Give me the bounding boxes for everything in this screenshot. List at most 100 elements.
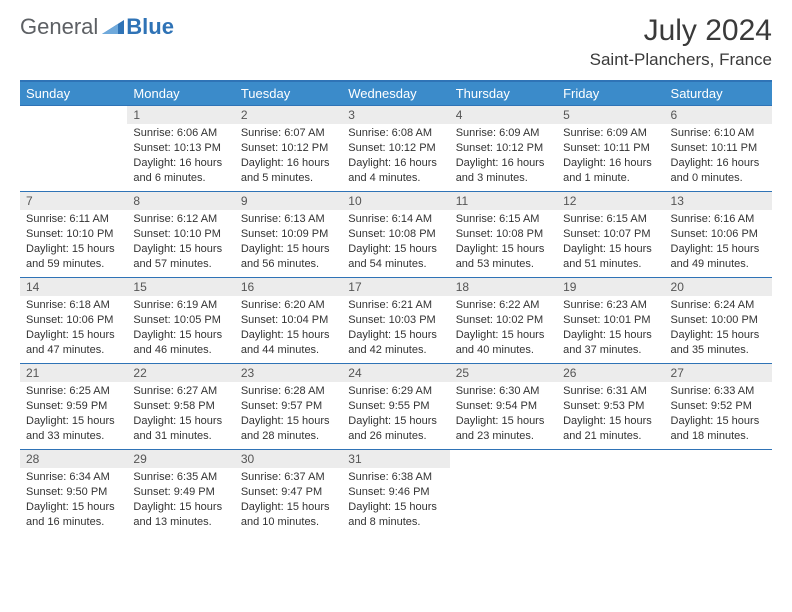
day-cell: 18Sunrise: 6:22 AMSunset: 10:02 PMDaylig… <box>450 278 557 364</box>
week-row: 21Sunrise: 6:25 AMSunset: 9:59 PMDayligh… <box>20 364 772 450</box>
day-number: 17 <box>342 278 449 296</box>
day-cell <box>20 106 127 192</box>
weekday-header: Tuesday <box>235 81 342 106</box>
day-number: 5 <box>557 106 664 124</box>
day-number: 12 <box>557 192 664 210</box>
day-cell: 8Sunrise: 6:12 AMSunset: 10:10 PMDayligh… <box>127 192 234 278</box>
day-number: 26 <box>557 364 664 382</box>
day-cell: 6Sunrise: 6:10 AMSunset: 10:11 PMDayligh… <box>665 106 772 192</box>
day-cell: 17Sunrise: 6:21 AMSunset: 10:03 PMDaylig… <box>342 278 449 364</box>
logo-text-blue: Blue <box>126 14 174 40</box>
day-number: 2 <box>235 106 342 124</box>
day-data: Sunrise: 6:12 AMSunset: 10:10 PMDaylight… <box>127 210 234 275</box>
day-cell: 27Sunrise: 6:33 AMSunset: 9:52 PMDayligh… <box>665 364 772 450</box>
day-cell: 10Sunrise: 6:14 AMSunset: 10:08 PMDaylig… <box>342 192 449 278</box>
day-number: 18 <box>450 278 557 296</box>
day-cell: 14Sunrise: 6:18 AMSunset: 10:06 PMDaylig… <box>20 278 127 364</box>
weekday-header: Wednesday <box>342 81 449 106</box>
day-data: Sunrise: 6:11 AMSunset: 10:10 PMDaylight… <box>20 210 127 275</box>
location-label: Saint-Planchers, France <box>590 50 772 70</box>
day-number: 24 <box>342 364 449 382</box>
day-data: Sunrise: 6:37 AMSunset: 9:47 PMDaylight:… <box>235 468 342 533</box>
day-number: 14 <box>20 278 127 296</box>
week-row: 1Sunrise: 6:06 AMSunset: 10:13 PMDayligh… <box>20 106 772 192</box>
day-cell: 30Sunrise: 6:37 AMSunset: 9:47 PMDayligh… <box>235 450 342 536</box>
day-data: Sunrise: 6:15 AMSunset: 10:08 PMDaylight… <box>450 210 557 275</box>
day-number: 31 <box>342 450 449 468</box>
day-cell: 11Sunrise: 6:15 AMSunset: 10:08 PMDaylig… <box>450 192 557 278</box>
day-cell: 1Sunrise: 6:06 AMSunset: 10:13 PMDayligh… <box>127 106 234 192</box>
day-data: Sunrise: 6:21 AMSunset: 10:03 PMDaylight… <box>342 296 449 361</box>
calendar-table: SundayMondayTuesdayWednesdayThursdayFrid… <box>20 80 772 536</box>
day-data: Sunrise: 6:24 AMSunset: 10:00 PMDaylight… <box>665 296 772 361</box>
logo-text-general: General <box>20 14 98 40</box>
day-data: Sunrise: 6:19 AMSunset: 10:05 PMDaylight… <box>127 296 234 361</box>
day-number: 7 <box>20 192 127 210</box>
day-cell: 4Sunrise: 6:09 AMSunset: 10:12 PMDayligh… <box>450 106 557 192</box>
day-cell: 19Sunrise: 6:23 AMSunset: 10:01 PMDaylig… <box>557 278 664 364</box>
day-data: Sunrise: 6:35 AMSunset: 9:49 PMDaylight:… <box>127 468 234 533</box>
day-number: 20 <box>665 278 772 296</box>
day-number: 30 <box>235 450 342 468</box>
week-row: 14Sunrise: 6:18 AMSunset: 10:06 PMDaylig… <box>20 278 772 364</box>
day-data: Sunrise: 6:31 AMSunset: 9:53 PMDaylight:… <box>557 382 664 447</box>
day-data: Sunrise: 6:14 AMSunset: 10:08 PMDaylight… <box>342 210 449 275</box>
weekday-header: Monday <box>127 81 234 106</box>
day-data: Sunrise: 6:08 AMSunset: 10:12 PMDaylight… <box>342 124 449 189</box>
week-row: 7Sunrise: 6:11 AMSunset: 10:10 PMDayligh… <box>20 192 772 278</box>
day-number: 25 <box>450 364 557 382</box>
day-number: 28 <box>20 450 127 468</box>
day-data: Sunrise: 6:23 AMSunset: 10:01 PMDaylight… <box>557 296 664 361</box>
logo: General Blue <box>20 14 174 40</box>
day-number: 1 <box>127 106 234 124</box>
day-cell: 2Sunrise: 6:07 AMSunset: 10:12 PMDayligh… <box>235 106 342 192</box>
day-cell: 12Sunrise: 6:15 AMSunset: 10:07 PMDaylig… <box>557 192 664 278</box>
day-cell: 31Sunrise: 6:38 AMSunset: 9:46 PMDayligh… <box>342 450 449 536</box>
day-data: Sunrise: 6:34 AMSunset: 9:50 PMDaylight:… <box>20 468 127 533</box>
day-data: Sunrise: 6:29 AMSunset: 9:55 PMDaylight:… <box>342 382 449 447</box>
day-data: Sunrise: 6:33 AMSunset: 9:52 PMDaylight:… <box>665 382 772 447</box>
weekday-header: Saturday <box>665 81 772 106</box>
day-data: Sunrise: 6:20 AMSunset: 10:04 PMDaylight… <box>235 296 342 361</box>
day-number: 10 <box>342 192 449 210</box>
weekday-header-row: SundayMondayTuesdayWednesdayThursdayFrid… <box>20 81 772 106</box>
day-data: Sunrise: 6:28 AMSunset: 9:57 PMDaylight:… <box>235 382 342 447</box>
day-data: Sunrise: 6:07 AMSunset: 10:12 PMDaylight… <box>235 124 342 189</box>
day-number: 15 <box>127 278 234 296</box>
day-cell: 24Sunrise: 6:29 AMSunset: 9:55 PMDayligh… <box>342 364 449 450</box>
day-cell: 9Sunrise: 6:13 AMSunset: 10:09 PMDayligh… <box>235 192 342 278</box>
calendar-body: 1Sunrise: 6:06 AMSunset: 10:13 PMDayligh… <box>20 106 772 536</box>
day-cell <box>450 450 557 536</box>
day-cell: 3Sunrise: 6:08 AMSunset: 10:12 PMDayligh… <box>342 106 449 192</box>
day-data: Sunrise: 6:22 AMSunset: 10:02 PMDaylight… <box>450 296 557 361</box>
day-number: 16 <box>235 278 342 296</box>
day-data: Sunrise: 6:16 AMSunset: 10:06 PMDaylight… <box>665 210 772 275</box>
day-number: 19 <box>557 278 664 296</box>
day-cell <box>557 450 664 536</box>
day-cell: 21Sunrise: 6:25 AMSunset: 9:59 PMDayligh… <box>20 364 127 450</box>
day-number: 4 <box>450 106 557 124</box>
day-cell: 20Sunrise: 6:24 AMSunset: 10:00 PMDaylig… <box>665 278 772 364</box>
title-block: July 2024 Saint-Planchers, France <box>590 14 772 70</box>
day-cell: 16Sunrise: 6:20 AMSunset: 10:04 PMDaylig… <box>235 278 342 364</box>
day-number: 9 <box>235 192 342 210</box>
day-cell: 5Sunrise: 6:09 AMSunset: 10:11 PMDayligh… <box>557 106 664 192</box>
weekday-header: Friday <box>557 81 664 106</box>
day-data: Sunrise: 6:15 AMSunset: 10:07 PMDaylight… <box>557 210 664 275</box>
day-data: Sunrise: 6:13 AMSunset: 10:09 PMDaylight… <box>235 210 342 275</box>
weekday-header: Thursday <box>450 81 557 106</box>
day-number: 13 <box>665 192 772 210</box>
day-data: Sunrise: 6:30 AMSunset: 9:54 PMDaylight:… <box>450 382 557 447</box>
header: General Blue July 2024 Saint-Planchers, … <box>20 14 772 70</box>
day-data: Sunrise: 6:18 AMSunset: 10:06 PMDaylight… <box>20 296 127 361</box>
day-cell: 25Sunrise: 6:30 AMSunset: 9:54 PMDayligh… <box>450 364 557 450</box>
day-data: Sunrise: 6:09 AMSunset: 10:12 PMDaylight… <box>450 124 557 189</box>
day-data: Sunrise: 6:09 AMSunset: 10:11 PMDaylight… <box>557 124 664 189</box>
logo-triangle-icon <box>102 16 124 39</box>
day-cell: 22Sunrise: 6:27 AMSunset: 9:58 PMDayligh… <box>127 364 234 450</box>
month-title: July 2024 <box>590 14 772 48</box>
day-number: 22 <box>127 364 234 382</box>
day-data: Sunrise: 6:06 AMSunset: 10:13 PMDaylight… <box>127 124 234 189</box>
day-cell: 15Sunrise: 6:19 AMSunset: 10:05 PMDaylig… <box>127 278 234 364</box>
day-data: Sunrise: 6:25 AMSunset: 9:59 PMDaylight:… <box>20 382 127 447</box>
